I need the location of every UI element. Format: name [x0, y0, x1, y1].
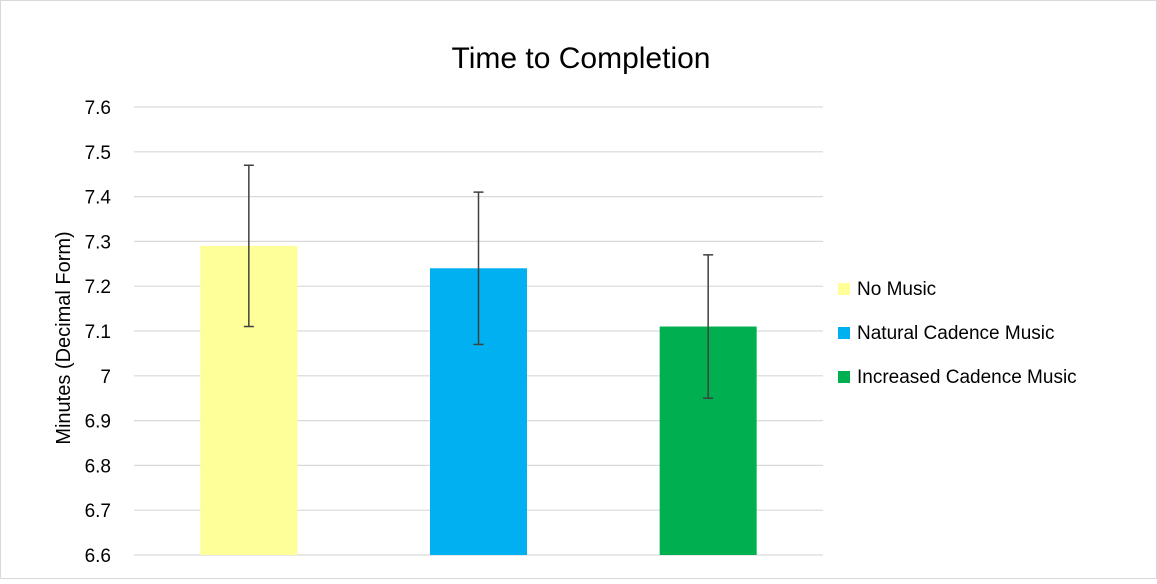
- legend: No Music Natural Cadence Music Increased C…: [838, 279, 1077, 388]
- y-axis-ticks: 7.6 7.5 7.4 7.3 7.2 7.1 7 6.9 6.8 6.7 6.6: [85, 98, 112, 567]
- legend-label: No Music: [857, 279, 936, 300]
- y-tick-label: 7.4: [85, 188, 112, 209]
- y-tick-label: 6.9: [85, 412, 111, 433]
- y-tick-label: 7.6: [85, 98, 111, 119]
- legend-swatch: [838, 371, 850, 383]
- error-bars: [243, 164, 714, 399]
- y-tick-label: 7.2: [85, 277, 111, 298]
- y-tick-label: 6.6: [85, 546, 111, 567]
- y-tick-label: 7.1: [85, 322, 111, 343]
- y-tick-label: 6.7: [85, 501, 111, 522]
- y-axis-label: Minutes (Decimal Form): [53, 231, 75, 444]
- legend-swatch: [838, 283, 850, 295]
- legend-swatch: [838, 327, 850, 339]
- y-tick-label: 7.3: [85, 232, 111, 253]
- y-tick-label: 7: [100, 367, 111, 388]
- y-tick-label: 6.8: [85, 456, 111, 477]
- legend-label: Natural Cadence Music: [857, 323, 1054, 344]
- y-tick-label: 7.5: [85, 143, 111, 164]
- chart-title: Time to Completion: [452, 42, 711, 75]
- legend-label: Increased Cadence Music: [857, 367, 1077, 388]
